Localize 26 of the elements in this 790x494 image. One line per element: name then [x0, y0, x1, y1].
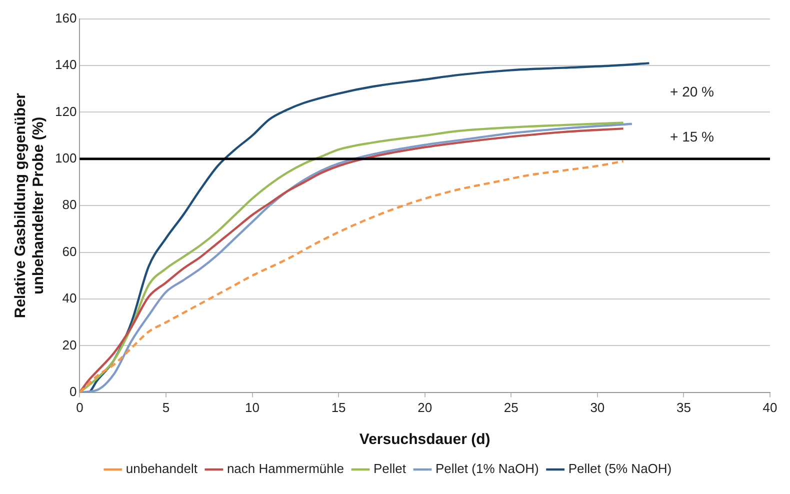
- y-axis-title: Relative Gasbildung gegenüber unbehandelter Probe (%): [12, 92, 48, 318]
- x-tick-label: 10: [245, 400, 260, 415]
- x-tick-label: 5: [162, 400, 170, 415]
- legend-label: Pellet (5% NaOH): [568, 461, 672, 476]
- legend-label: nach Hammermühle: [226, 461, 344, 476]
- x-tick-label: 35: [676, 400, 691, 415]
- y-tick-label: 20: [62, 337, 77, 352]
- legend-label: unbehandelt: [126, 461, 198, 476]
- annotation: + 15 %: [670, 128, 714, 145]
- x-axis-title: Versuchsdauer (d): [359, 431, 490, 448]
- y-tick-label: 0: [69, 384, 77, 399]
- y-tick-label: 40: [62, 290, 77, 306]
- legend-label: Pellet (1% NaOH): [436, 461, 539, 476]
- y-tick-label: 160: [54, 10, 77, 26]
- y-tick-label: 60: [62, 244, 77, 259]
- x-tick-label: 30: [590, 400, 605, 415]
- y-tick-label: 140: [54, 57, 77, 72]
- x-tick-label: 25: [504, 400, 518, 415]
- annotation: + 20 %: [670, 84, 714, 100]
- y-tick-label: 120: [54, 104, 77, 119]
- x-tick-label: 20: [418, 400, 432, 415]
- x-tick-label: 15: [331, 400, 346, 415]
- y-tick-label: 80: [62, 197, 77, 212]
- legend-label: Pellet: [373, 461, 406, 476]
- x-tick-label: 40: [762, 400, 778, 415]
- y-tick-label: 100: [54, 150, 77, 166]
